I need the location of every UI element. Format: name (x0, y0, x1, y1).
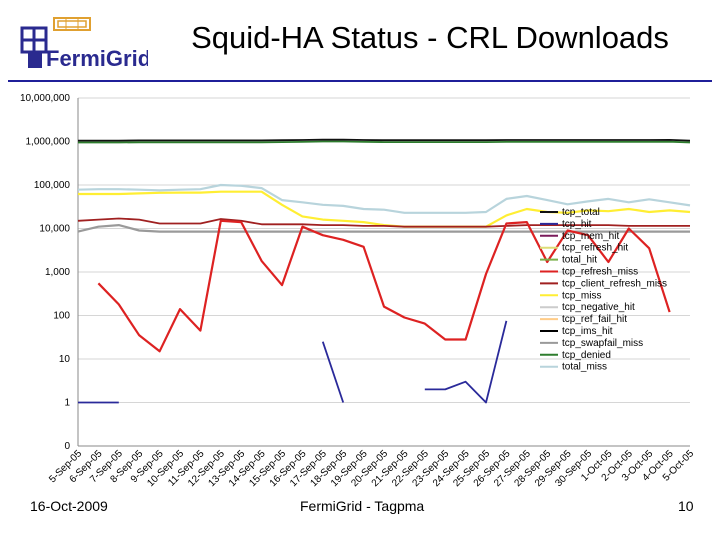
footer-date: 16-Oct-2009 (30, 498, 108, 514)
series-line-tcp-swapfail-miss (77, 224, 690, 233)
legend-label: tcp_total (562, 207, 600, 218)
page-title: Squid-HA Status - CRL Downloads (191, 20, 669, 55)
footer-center: FermiGrid - Tagpma (300, 498, 425, 514)
legend-label: tcp_ims_hit (562, 326, 613, 337)
legend-label: tcp_swapfail_miss (562, 338, 643, 349)
legend-label: tcp_refresh_miss (562, 267, 638, 278)
y-tick-label: 10,000,000 (20, 93, 70, 104)
series-line-tcp-client-refresh-miss (77, 217, 690, 228)
legend-label: tcp_refresh_hit (562, 243, 628, 254)
y-tick-label: 100 (53, 311, 70, 322)
y-tick-label: 1,000,000 (26, 137, 71, 148)
series-layer (77, 138, 691, 404)
series-line-total-miss (77, 183, 691, 214)
legend-label: tcp_hit (562, 219, 592, 230)
legend-label: tcp_denied (562, 350, 611, 361)
series-line-tcp-denied (78, 140, 691, 144)
x-axis-ticks: 5-Sep-056-Sep-057-Sep-058-Sep-059-Sep-05… (47, 448, 696, 489)
logo-grid-icon (53, 17, 91, 31)
series-line-tcp-refresh-miss (97, 219, 671, 353)
series-line-tcp-hit (424, 320, 508, 404)
y-axis-ticks: 10,000,0001,000,000100,00010,0001,000100… (20, 93, 71, 452)
logo-cube-icon (20, 26, 48, 68)
y-tick-label: 100,000 (34, 180, 71, 191)
grid-layer (77, 97, 690, 447)
footer-page-number: 10 (678, 498, 694, 514)
series-line-tcp-total (78, 138, 691, 142)
y-tick-label: 0 (64, 441, 70, 452)
y-tick-label: 10 (59, 354, 71, 365)
logo-text: FermiGrid (46, 46, 148, 71)
legend: tcp_totaltcp_hittcp_mem_hittcp_refresh_h… (540, 207, 667, 373)
y-tick-label: 10,000 (39, 224, 70, 235)
header-rule (8, 80, 712, 82)
legend-label: tcp_ref_fail_hit (562, 314, 627, 325)
legend-label: total_hit (562, 255, 597, 266)
crl-downloads-chart: 10,000,0001,000,000100,00010,0001,000100… (20, 93, 696, 489)
y-tick-label: 1,000 (45, 267, 70, 278)
legend-label: total_miss (562, 362, 607, 373)
legend-label: tcp_client_refresh_miss (562, 278, 667, 289)
legend-label: tcp_negative_hit (562, 302, 635, 313)
y-tick-label: 1 (64, 398, 70, 409)
legend-label: tcp_miss (562, 290, 601, 301)
series-line-tcp-hit (321, 341, 345, 403)
fermigrid-logo: FermiGrid (20, 17, 148, 71)
legend-label: tcp_mem_hit (562, 231, 619, 242)
